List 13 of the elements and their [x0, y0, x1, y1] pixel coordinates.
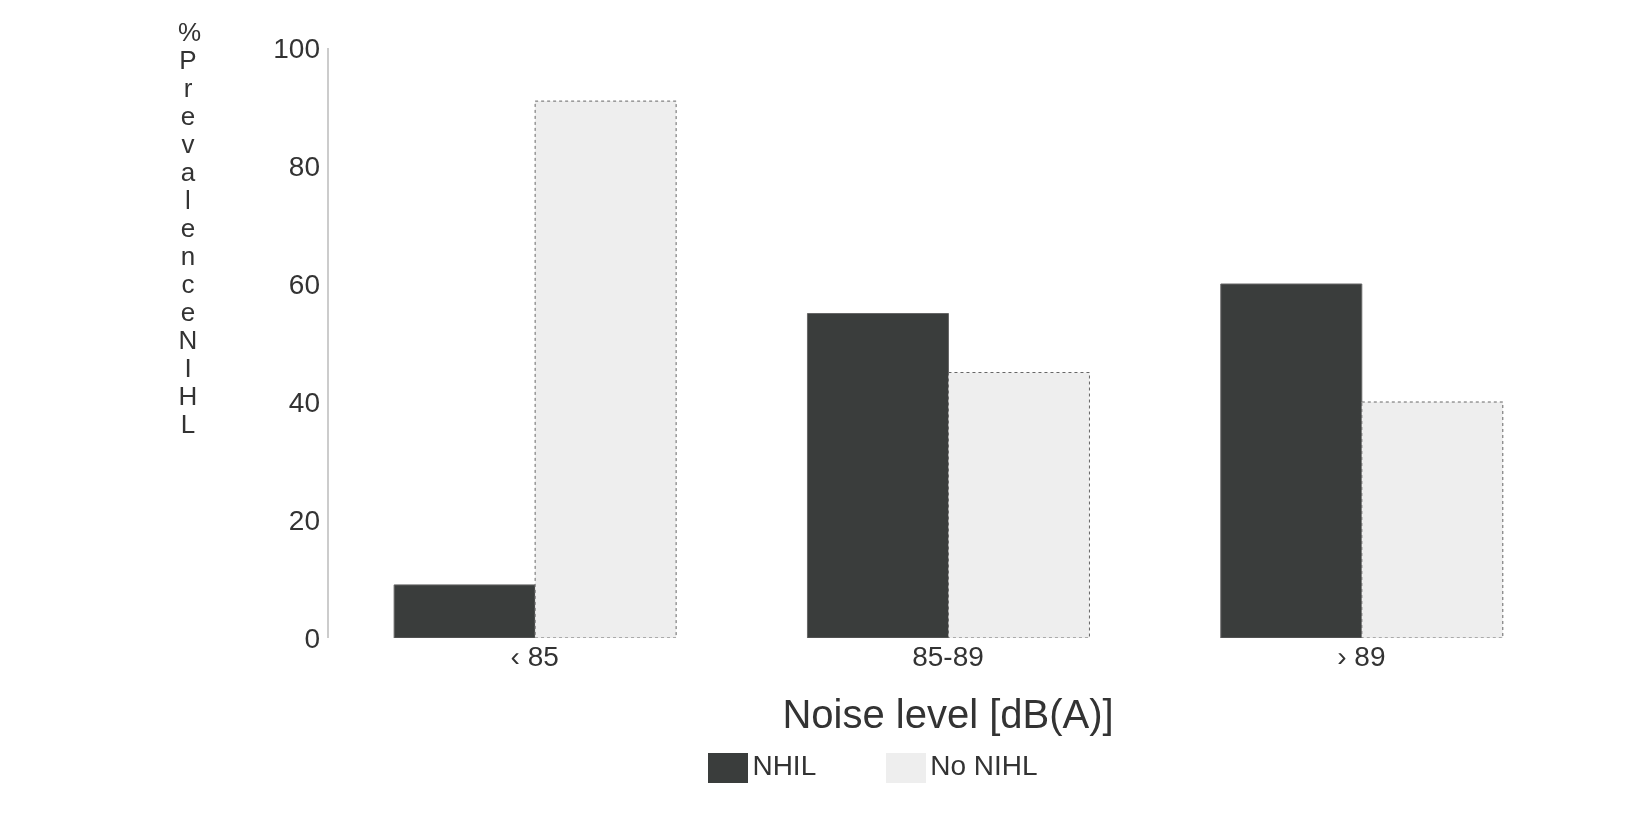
y-tick-label: 0	[304, 622, 320, 654]
x-axis-title: Noise level [dB(A)]	[782, 692, 1114, 736]
x-tick-label: › 89	[1337, 640, 1386, 672]
y-tick-label: 40	[288, 386, 320, 418]
text: % Prevalence NIHL	[178, 17, 202, 439]
y-tick-label: 20	[288, 504, 320, 536]
y-tick-label: 60	[288, 268, 320, 300]
legend-label: No NIHL	[930, 750, 1038, 782]
y-tick-label: 80	[288, 150, 320, 182]
x-tick-label: ‹ 85	[510, 640, 559, 672]
x-tick-label: 85-89	[912, 640, 984, 672]
legend-label: NHIL	[752, 750, 817, 782]
y-tick-label: 100	[273, 32, 320, 64]
